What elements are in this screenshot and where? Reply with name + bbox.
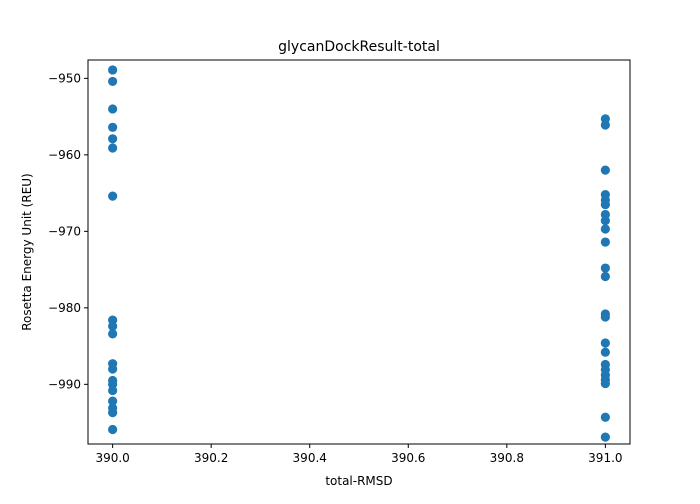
data-point bbox=[600, 271, 610, 282]
data-point bbox=[600, 120, 610, 130]
chart-title: glycanDockResult-total bbox=[278, 39, 440, 55]
data-point bbox=[600, 216, 610, 226]
data-point bbox=[108, 76, 118, 87]
data-point bbox=[600, 312, 610, 322]
plot-frame bbox=[87, 59, 631, 445]
data-point bbox=[108, 396, 118, 406]
data-point bbox=[108, 104, 118, 114]
data-point bbox=[600, 378, 610, 389]
data-point bbox=[600, 237, 610, 247]
x-tick-label: 390.2 bbox=[194, 451, 228, 465]
y-tick-label: −970 bbox=[48, 224, 81, 238]
data-point bbox=[108, 122, 118, 132]
y-tick-label: −960 bbox=[48, 148, 81, 162]
data-point bbox=[600, 165, 610, 175]
data-point bbox=[108, 143, 118, 153]
x-tick-label: 390.4 bbox=[293, 451, 327, 465]
data-point bbox=[108, 134, 118, 144]
data-point bbox=[600, 347, 610, 357]
data-point bbox=[600, 263, 610, 273]
data-point bbox=[600, 224, 610, 234]
y-axis: −950 −960 −970 −980 −990 bbox=[48, 71, 88, 391]
data-point bbox=[600, 199, 610, 210]
data-point bbox=[600, 412, 610, 422]
data-point bbox=[108, 321, 118, 331]
data-point bbox=[600, 338, 610, 348]
data-point bbox=[108, 424, 118, 435]
data-point bbox=[108, 65, 118, 75]
y-tick-label: −980 bbox=[48, 301, 81, 315]
x-tick-label: 391.0 bbox=[588, 451, 622, 465]
y-axis-label: Rosetta Energy Unit (REU) bbox=[20, 173, 34, 331]
data-point bbox=[108, 329, 118, 339]
x-tick-label: 390.8 bbox=[490, 451, 524, 465]
y-tick-label: −950 bbox=[48, 71, 81, 85]
y-tick-label: −990 bbox=[48, 377, 81, 391]
x-axis: 390.0 390.2 390.4 390.6 390.8 391.0 bbox=[95, 444, 623, 465]
x-tick-label: 390.0 bbox=[95, 451, 129, 465]
x-axis-label: total-RMSD bbox=[325, 474, 392, 488]
data-point bbox=[108, 385, 118, 396]
data-point bbox=[600, 432, 610, 442]
data-point bbox=[108, 191, 118, 201]
data-point bbox=[108, 364, 118, 374]
x-tick-label: 390.6 bbox=[391, 451, 425, 465]
data-point bbox=[108, 408, 118, 418]
points-layer bbox=[108, 65, 610, 442]
